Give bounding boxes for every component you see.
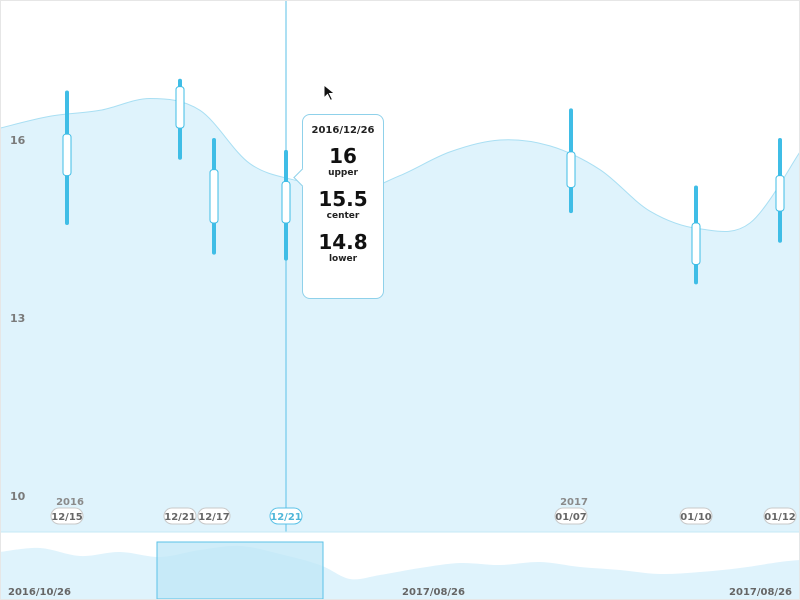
candle[interactable]: [775, 138, 785, 243]
x-tick-pill: [679, 507, 713, 525]
candle-body: [691, 222, 701, 266]
candle[interactable]: [281, 149, 291, 261]
navigator-end-label: 2017/08/26: [729, 587, 792, 598]
navigator-start-label: 2016/10/26: [8, 587, 71, 598]
band-layer: [0, 97, 800, 532]
candle-body: [62, 133, 72, 177]
navigator[interactable]: 2016/10/26 2017/08/26 2017/08/26: [0, 533, 800, 600]
x-tick-label: 01/10: [680, 512, 712, 523]
candle-body: [566, 151, 576, 188]
candle-body: [775, 175, 785, 212]
tooltip-center-value: 15.5: [318, 187, 368, 211]
candle[interactable]: [175, 78, 185, 160]
x-tick-label: 12/15: [51, 512, 83, 523]
y-tick-label: 16: [10, 134, 26, 147]
x-tick: 2016 12/15: [50, 497, 84, 525]
tooltip: 2016/12/26 16 upper 15.5 center 14.8 low…: [293, 114, 384, 299]
x-tick-label: 01/07: [555, 512, 587, 523]
x-tick: 01/12: [763, 507, 797, 525]
candle[interactable]: [566, 108, 576, 214]
candle[interactable]: [209, 138, 219, 255]
x-tick: 12/21: [269, 507, 303, 525]
candle-body: [175, 86, 185, 129]
candles-layer: [62, 78, 785, 285]
x-tick-pill: [763, 507, 797, 525]
tooltip-upper-value: 16: [329, 144, 357, 168]
x-tick-pill: [50, 507, 84, 525]
navigator-selection[interactable]: [156, 541, 324, 600]
x-tick-year: 2017: [560, 497, 588, 508]
x-tick-pill: [554, 507, 588, 525]
candle-body: [209, 169, 219, 224]
x-tick-pill: [197, 507, 231, 525]
tooltip-lower-label: lower: [328, 254, 358, 264]
x-tick-label: 12/21: [164, 512, 196, 523]
y-axis: 16 13 10: [10, 134, 26, 503]
band-upper-line: [0, 97, 800, 233]
x-tick-label: 01/12: [764, 512, 796, 523]
y-tick-label: 10: [10, 490, 26, 503]
navigator-mid-label: 2017/08/26: [402, 587, 465, 598]
x-tick: 12/21: [163, 507, 197, 525]
tooltip-lower-value: 14.8: [318, 230, 368, 254]
tooltip-upper-label: upper: [328, 168, 358, 178]
candle[interactable]: [62, 90, 72, 226]
x-tick-year: 2016: [56, 497, 84, 508]
y-tick-label: 13: [10, 312, 25, 325]
x-tick-label: 12/21: [270, 512, 302, 523]
candle-body: [281, 181, 291, 224]
x-tick-label: 12/17: [198, 512, 230, 523]
tooltip-date: 2016/12/26: [311, 125, 375, 136]
x-tick-pill: [163, 507, 197, 525]
x-tick: 12/17: [197, 507, 231, 525]
tooltip-center-label: center: [326, 211, 360, 221]
mouse-pointer-icon: [323, 84, 336, 102]
candle[interactable]: [691, 185, 701, 285]
x-tick: 2017 01/07: [554, 497, 588, 525]
x-tick-pill: [269, 507, 303, 525]
x-tick: 01/10: [679, 507, 713, 525]
band-area: [0, 98, 800, 532]
